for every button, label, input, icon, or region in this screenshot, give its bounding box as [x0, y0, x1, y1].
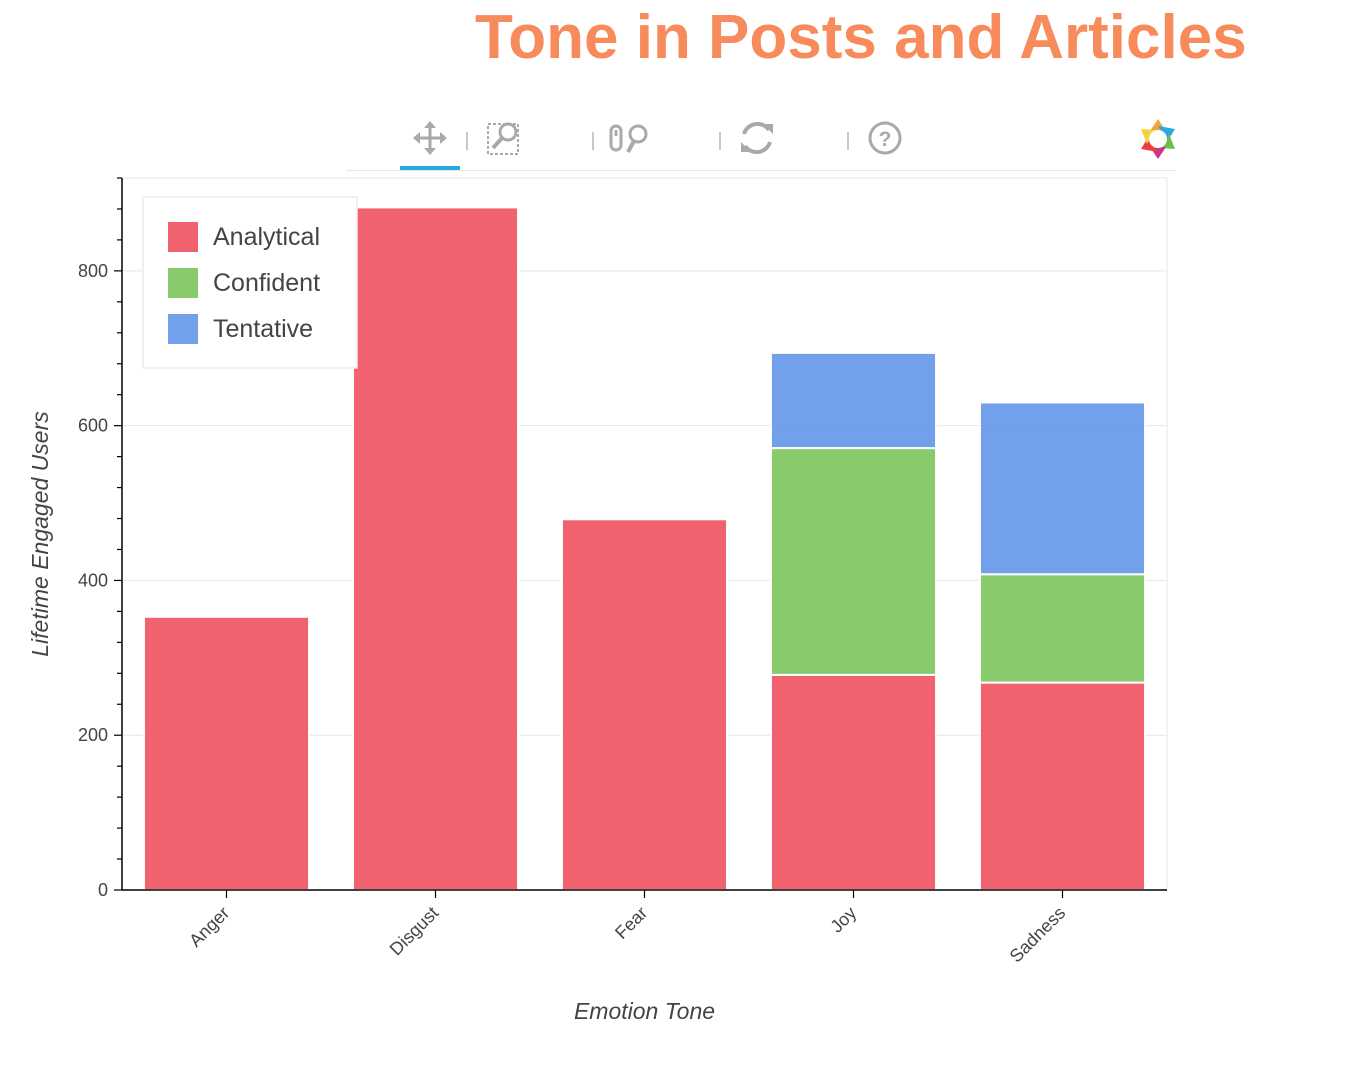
chart-toolbar: ?: [346, 112, 1176, 171]
bar-confident-sadness: [978, 573, 1147, 684]
pan-icon: [412, 120, 448, 161]
bar-analytical-joy: [769, 673, 938, 891]
bar-analytical-disgust: [351, 206, 520, 891]
bar-analytical-anger: [142, 615, 311, 892]
x-tick-label: Disgust: [386, 903, 443, 960]
x-axis-label: Emotion Tone: [574, 998, 715, 1024]
y-tick-label: 0: [98, 880, 108, 900]
legend-swatch-analytical: [168, 222, 198, 252]
help-tool-button[interactable]: ?: [857, 118, 913, 162]
chart-title: Tone in Posts and Articles: [475, 3, 1247, 72]
help-icon: ?: [867, 120, 903, 161]
bokeh-logo-icon[interactable]: [1136, 117, 1180, 161]
y-tick-label: 200: [78, 725, 108, 745]
y-tick-label: 400: [78, 570, 108, 590]
bar-tentative-sadness: [978, 401, 1147, 576]
legend-label-tentative: Tentative: [213, 315, 313, 343]
x-tick-label: Sadness: [1006, 903, 1070, 967]
legend-swatch-tentative: [168, 314, 198, 344]
bar-confident-joy: [769, 447, 938, 676]
svg-text:?: ?: [879, 128, 892, 151]
x-tick-label: Fear: [611, 903, 651, 943]
legend-label-confident: Confident: [213, 269, 320, 297]
pan-tool-button[interactable]: [400, 118, 460, 170]
y-axis-label: Lifetime Engaged Users: [27, 411, 53, 657]
legend: Analytical Confident Tentative: [142, 196, 358, 369]
bar-analytical-sadness: [978, 681, 1147, 891]
reset-icon: [737, 118, 777, 163]
y-tick-label: 800: [78, 261, 108, 281]
bar-tentative-joy: [769, 351, 938, 450]
bar-analytical-fear: [560, 518, 729, 891]
wheel-zoom-tool-button[interactable]: [602, 118, 658, 162]
box-zoom-tool-button[interactable]: [476, 118, 532, 162]
y-tick-label: 600: [78, 416, 108, 436]
box-zoom-icon: [486, 120, 522, 161]
legend-label-analytical: Analytical: [213, 223, 320, 251]
wheel-zoom-icon: [608, 120, 652, 161]
legend-swatch-confident: [168, 268, 198, 298]
x-tick-label: Anger: [185, 903, 233, 951]
reset-tool-button[interactable]: [729, 118, 785, 162]
x-tick-label: Joy: [826, 903, 860, 937]
